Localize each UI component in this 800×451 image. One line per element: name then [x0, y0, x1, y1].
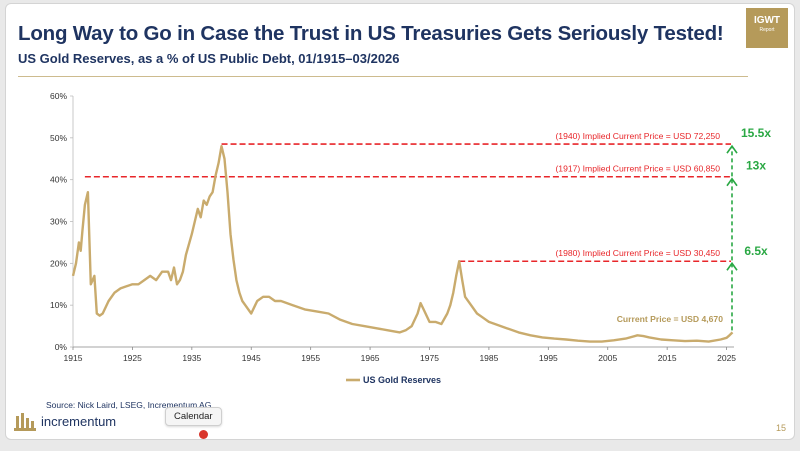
y-axis: 0% 10% 20% 30% 40% 50% 60% [50, 91, 74, 352]
y-tick-label: 10% [50, 300, 67, 310]
logo-wordmark: incrementum [41, 414, 117, 429]
multiple-label-1940: 15.5x [741, 126, 771, 140]
arrowhead-1917 [726, 177, 738, 187]
x-tick-label: 1985 [479, 353, 498, 363]
source-note: Source: Nick Laird, LSEG, Incrementum AG [46, 400, 212, 410]
x-tick-label: 1965 [361, 353, 380, 363]
badge-subtitle: Report [759, 27, 775, 33]
y-tick-label: 30% [50, 217, 67, 227]
x-axis: 1915 1925 1935 1945 1955 1965 1975 1985 1995 2005… [64, 346, 736, 363]
x-tick-label: 1955 [301, 353, 320, 363]
badge-title: IGWT [753, 15, 781, 26]
y-tick-label: 40% [50, 175, 67, 185]
slide-subtitle: US Gold Reserves, as a % of US Public De… [18, 51, 400, 66]
multiple-label-1980: 6.5x [744, 244, 768, 258]
reference-lines: (1940) Implied Current Price = USD 72,25… [84, 126, 771, 263]
reference-label-1940: (1940) Implied Current Price = USD 72,25… [555, 131, 720, 141]
arrowhead-1980 [726, 261, 738, 271]
legend: US Gold Reserves [346, 375, 441, 385]
y-tick-label: 60% [50, 91, 67, 101]
igwt-report-badge: IGWT Report [746, 8, 788, 48]
x-tick-label: 1975 [420, 353, 439, 363]
current-price-label: Current Price = USD 4,670 [617, 314, 723, 324]
series-line-us-gold-reserves [71, 145, 734, 343]
gold-reserves-chart: 0% 10% 20% 30% 40% 50% 60% 1915 1925 1935 1945 195… [50, 91, 771, 385]
reference-label-1980: (1980) Implied Current Price = USD 30,45… [555, 248, 720, 258]
red-dot-icon[interactable] [199, 430, 208, 439]
x-tick-label: 1995 [539, 353, 558, 363]
x-tick-label: 1925 [123, 353, 142, 363]
incrementum-logo-icon [14, 413, 36, 431]
page-number: 15 [776, 423, 787, 433]
slide: Long Way to Go in Case the Trust in US T… [5, 3, 795, 440]
multiple-label-1917: 13x [746, 159, 766, 173]
reference-label-1917: (1917) Implied Current Price = USD 60,85… [555, 164, 720, 174]
y-tick-label: 0% [55, 342, 68, 352]
x-tick-label: 1945 [242, 353, 261, 363]
x-tick-label: 1915 [64, 353, 83, 363]
y-tick-label: 50% [50, 133, 67, 143]
y-tick-label: 20% [50, 258, 67, 268]
arrowhead-1940 [726, 144, 738, 154]
calendar-tooltip: Calendar [165, 407, 222, 426]
x-tick-label: 2005 [598, 353, 617, 363]
title-divider [18, 76, 748, 77]
x-tick-label: 2015 [658, 353, 677, 363]
legend-label: US Gold Reserves [363, 375, 441, 385]
x-tick-label: 2025 [717, 353, 736, 363]
x-tick-label: 1935 [182, 353, 201, 363]
slide-title: Long Way to Go in Case the Trust in US T… [18, 22, 724, 45]
